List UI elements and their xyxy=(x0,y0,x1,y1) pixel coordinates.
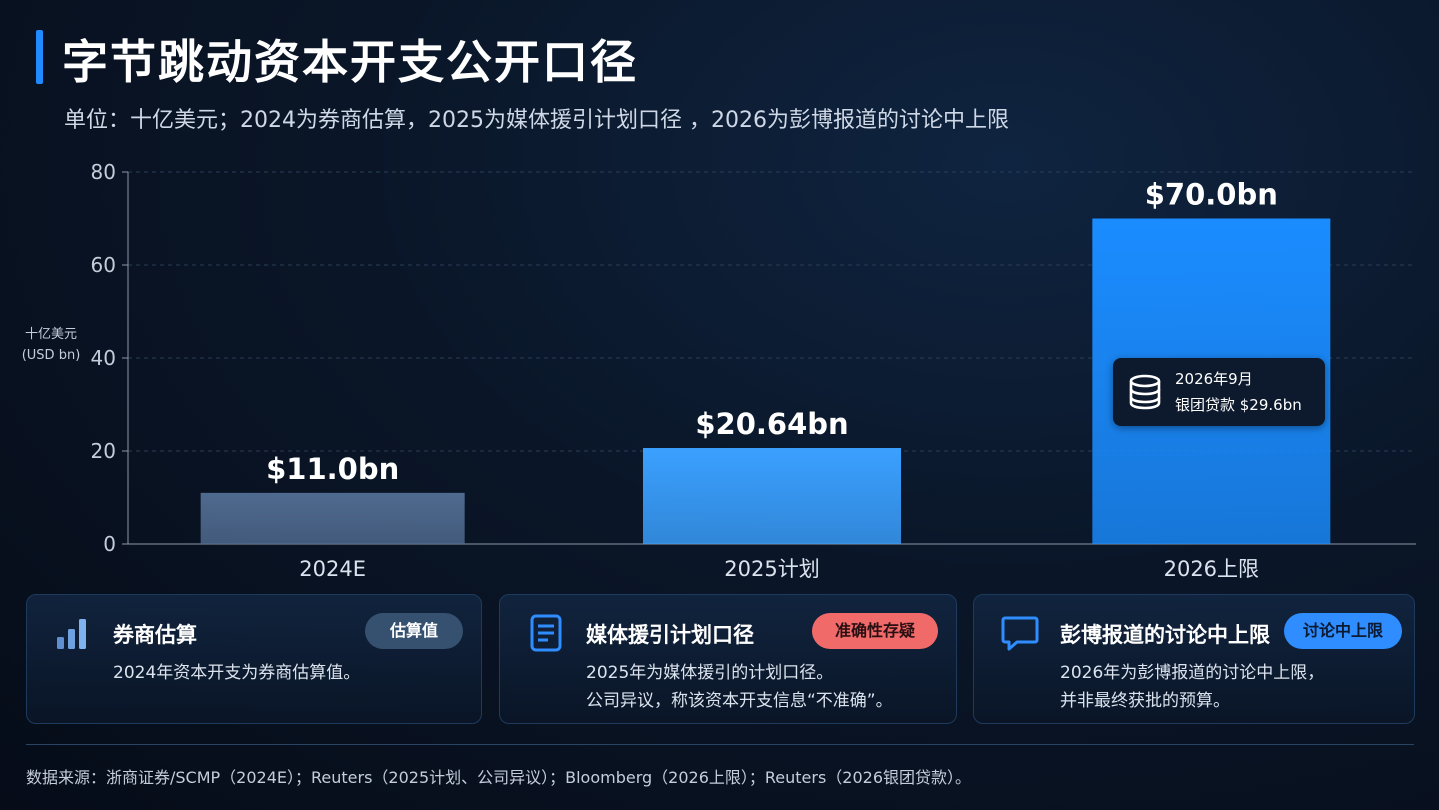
status-badge: 准确性存疑 xyxy=(812,613,938,649)
y-tick-label: 40 xyxy=(91,346,116,370)
footer-divider xyxy=(26,744,1414,745)
bar-value-label: $70.0bn xyxy=(1145,178,1278,212)
card-title: 彭博报道的讨论中上限 xyxy=(1060,623,1270,647)
x-tick-label: 2025计划 xyxy=(724,557,819,581)
card-line: 2024年资本开支为券商估算值。 xyxy=(113,663,361,683)
x-tick-label: 2024E xyxy=(299,557,366,581)
loan-annotation: 2026年9月 银团贷款 $29.6bn xyxy=(1113,358,1325,426)
y-tick-label: 60 xyxy=(91,253,116,277)
card-media-plan: 媒体援引计划口径 准确性存疑 2025年为媒体援引的计划口径。 公司异议，称该资… xyxy=(499,594,957,724)
page-subtitle: 单位：十亿美元；2024为券商估算，2025为媒体援引计划口径 ，2026为彭博… xyxy=(64,108,1009,133)
status-badge: 估算值 xyxy=(365,613,463,649)
bar-chart-icon xyxy=(57,619,86,649)
card-line: 并非最终获批的预算。 xyxy=(1060,691,1230,711)
y-axis-label-line1: 十亿美元 xyxy=(24,327,77,342)
card-body: 2026年为彭博报道的讨论中上限， 并非最终获批的预算。 xyxy=(1060,659,1324,715)
coins-stack-icon xyxy=(1129,374,1161,410)
page-title: 字节跳动资本开支公开口径 xyxy=(62,35,638,89)
y-tick-label: 20 xyxy=(91,439,116,463)
x-tick-label: 2026上限 xyxy=(1164,557,1259,581)
card-title: 券商估算 xyxy=(113,623,197,647)
card-line: 2026年为彭博报道的讨论中上限， xyxy=(1060,663,1325,683)
card-broker-estimate: 券商估算 估算值 2024年资本开支为券商估算值。 xyxy=(26,594,482,724)
bar xyxy=(643,448,901,544)
title-accent-bar xyxy=(36,30,43,84)
card-bloomberg-cap: 彭博报道的讨论中上限 讨论中上限 2026年为彭博报道的讨论中上限， 并非最终获… xyxy=(973,594,1415,724)
y-tick-label: 0 xyxy=(103,532,116,556)
annotation-value: 银团贷款 $29.6bn xyxy=(1175,396,1302,414)
card-body: 2024年资本开支为券商估算值。 xyxy=(113,659,360,687)
document-icon xyxy=(530,614,562,652)
bar-value-label: $20.64bn xyxy=(695,407,848,441)
y-axis-label-line2: (USD bn) xyxy=(21,348,81,363)
status-badge: 讨论中上限 xyxy=(1284,613,1402,649)
card-body: 2025年为媒体援引的计划口径。 公司异议，称该资本开支信息“不准确”。 xyxy=(586,659,893,715)
data-source-note: 数据来源：浙商证券/SCMP（2024E）；Reuters（2025计划、公司异… xyxy=(26,768,972,787)
card-line: 2025年为媒体援引的计划口径。 xyxy=(586,663,834,683)
bar xyxy=(200,492,465,544)
chat-bubble-icon xyxy=(1001,616,1039,651)
annotation-date: 2026年9月 xyxy=(1175,370,1253,388)
card-title: 媒体援引计划口径 xyxy=(586,623,754,647)
bar-value-label: $11.0bn xyxy=(266,452,399,486)
y-axis-label: 十亿美元 (USD bn) xyxy=(16,324,86,366)
card-line: 公司异议，称该资本开支信息“不准确”。 xyxy=(586,691,893,711)
y-tick-label: 80 xyxy=(91,160,116,184)
